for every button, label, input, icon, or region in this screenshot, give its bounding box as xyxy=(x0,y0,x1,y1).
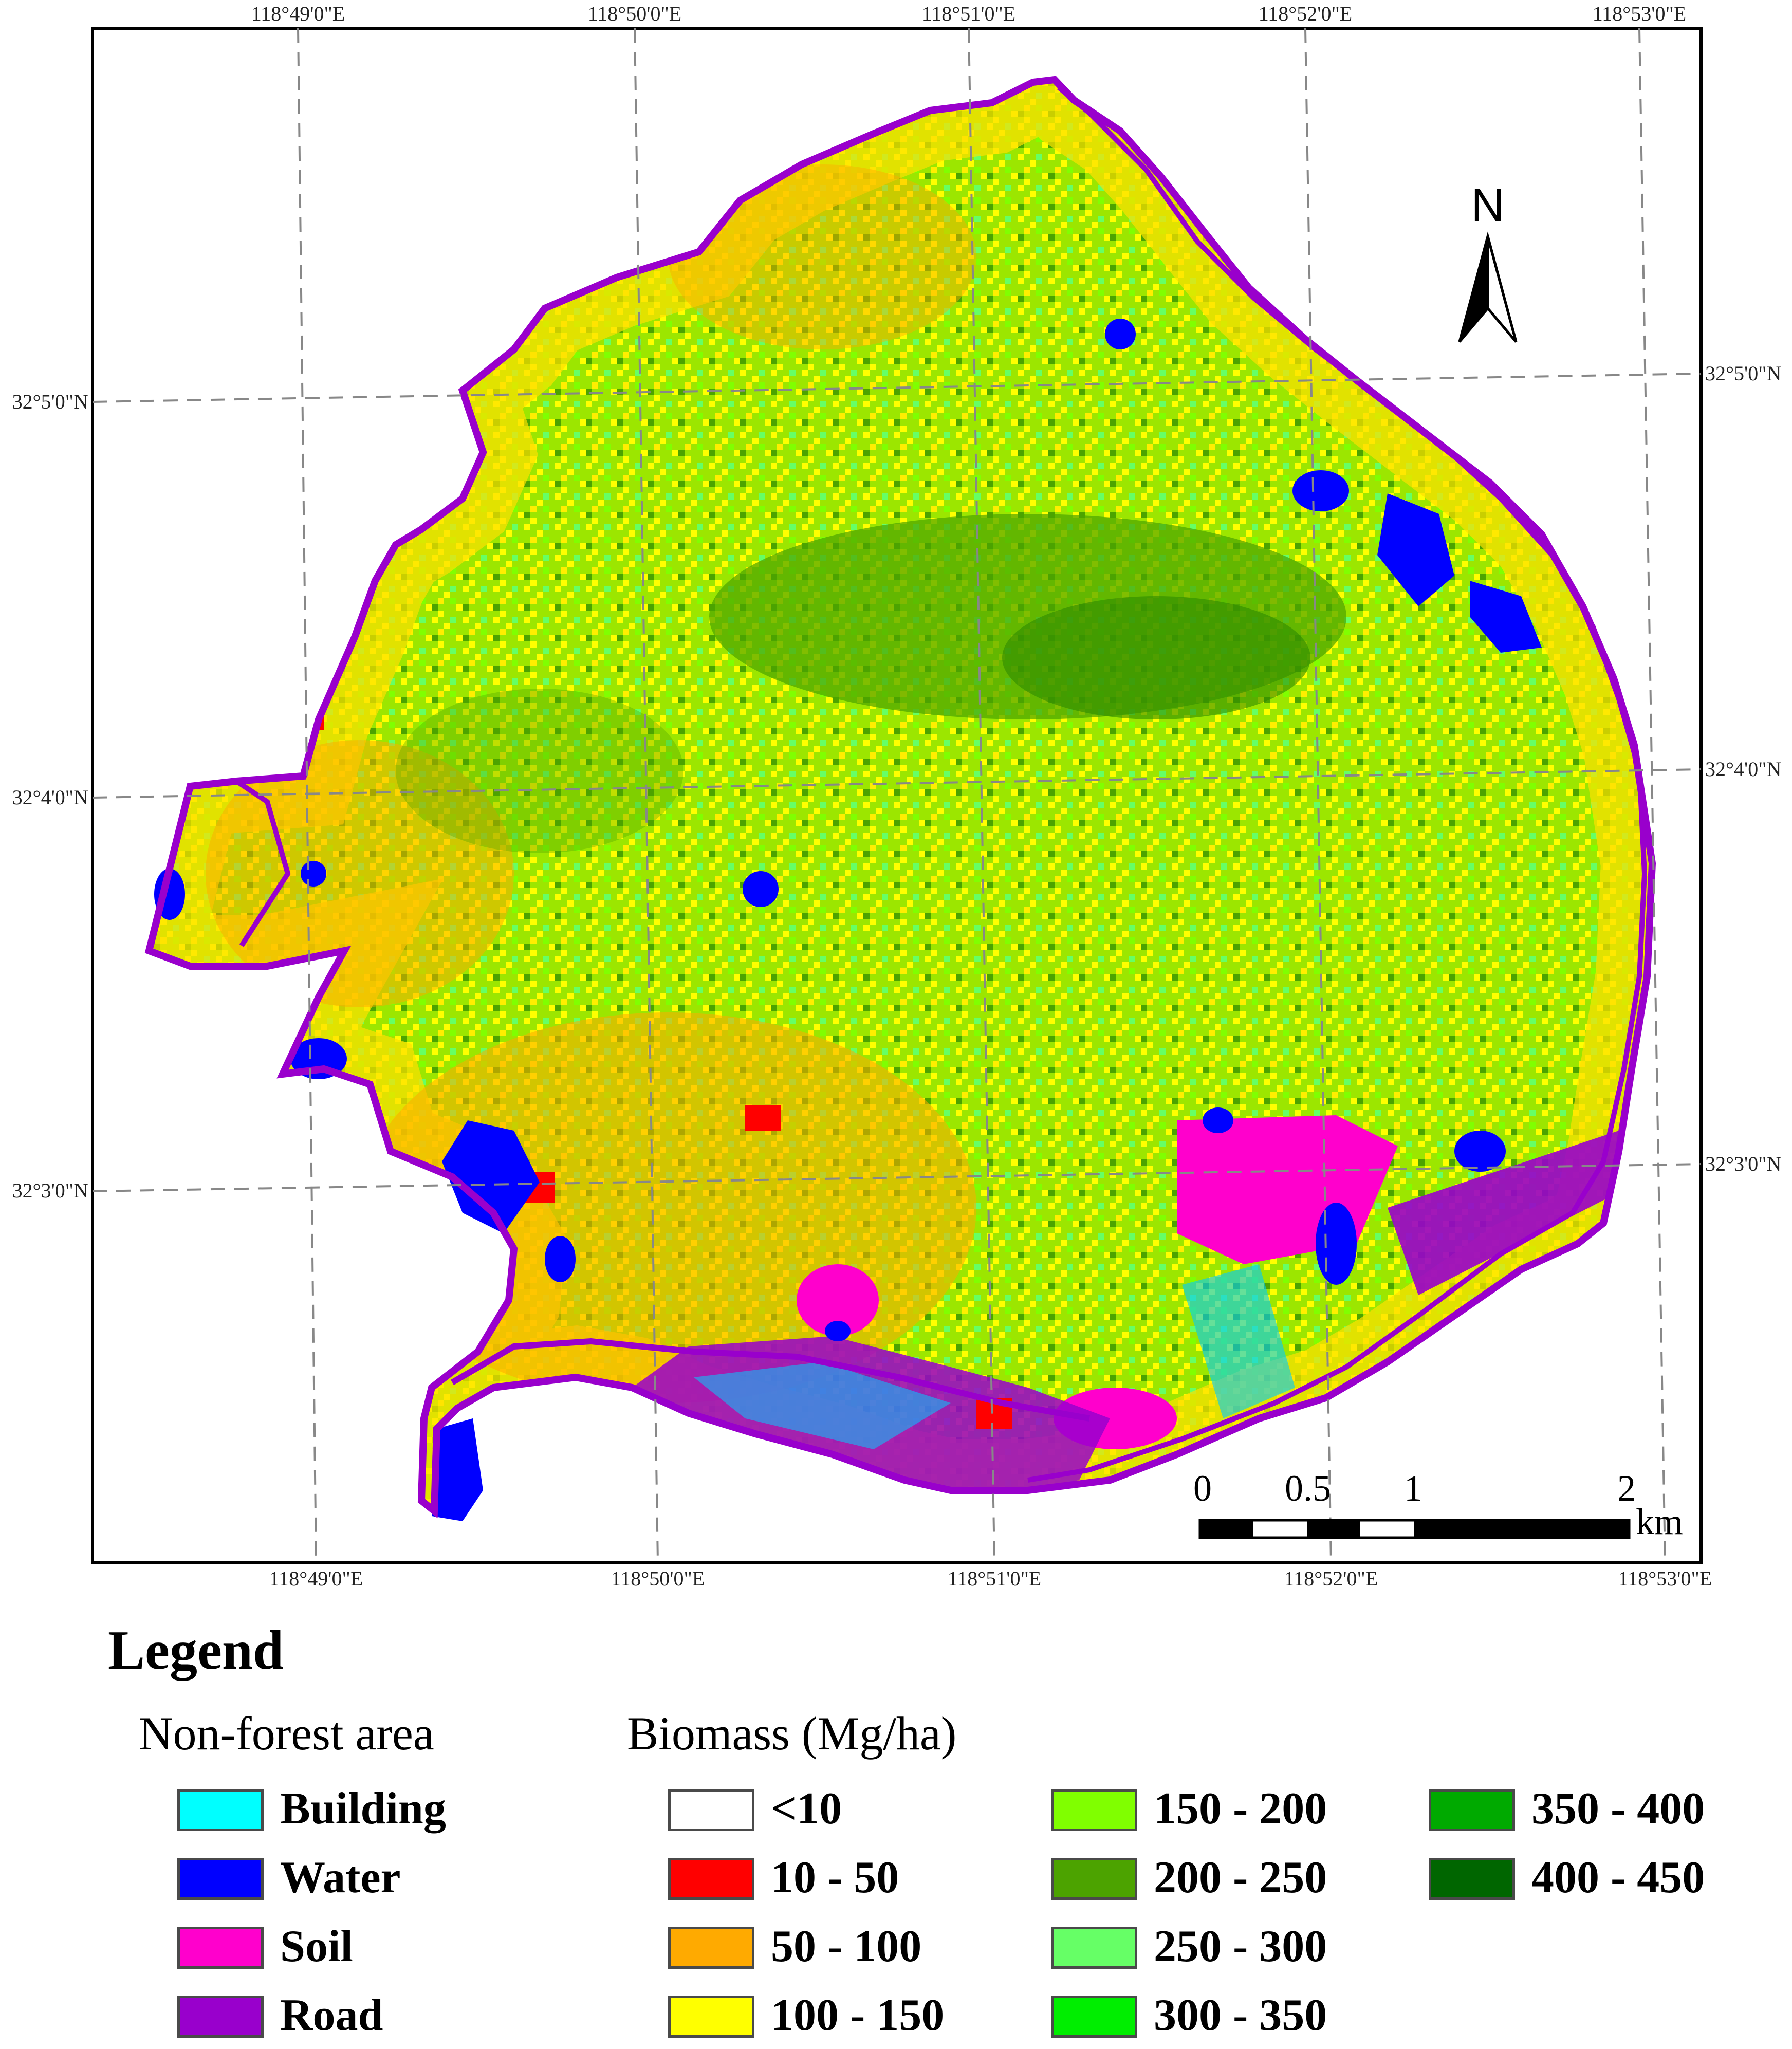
lat-label-right: 32°5'0"N xyxy=(1705,362,1781,385)
lat-label-right: 32°4'0"N xyxy=(1705,758,1781,781)
legend-label: 250 - 300 xyxy=(1154,1922,1327,1971)
legend-label: 300 - 350 xyxy=(1154,1990,1327,2040)
north-label: N xyxy=(1471,180,1505,231)
lat-label-right: 32°3'0"N xyxy=(1705,1152,1781,1175)
lon-label-top: 118°50'0"E xyxy=(588,2,681,25)
south-road xyxy=(450,1338,1091,1422)
swatch-biomass xyxy=(1051,1996,1137,2038)
lat-label-left: 32°3'0"N xyxy=(12,1179,88,1202)
scale-unit: km xyxy=(1636,1501,1683,1542)
swatch-soil xyxy=(177,1927,264,1969)
non-forest-title: Non-forest area xyxy=(139,1707,434,1760)
lon-label-bottom: 118°50'0"E xyxy=(611,1567,705,1590)
lon-labels-top: 118°49'0"E 118°50'0"E 118°51'0"E 118°52'… xyxy=(251,2,1686,25)
legend-label: Soil xyxy=(280,1922,353,1971)
scale-tick-label: 0 xyxy=(1193,1468,1212,1509)
legend-label: 150 - 200 xyxy=(1154,1784,1327,1834)
west-road xyxy=(146,778,291,952)
legend-label: <10 xyxy=(771,1784,842,1834)
scale-tick-label: 1 xyxy=(1404,1468,1422,1509)
scale-tick-label: 2 xyxy=(1617,1468,1636,1509)
swatch-biomass xyxy=(1429,1858,1515,1900)
lon-label-top: 118°53'0"E xyxy=(1593,2,1686,25)
lon-label-top: 118°52'0"E xyxy=(1259,2,1352,25)
lon-label-bottom: 118°52'0"E xyxy=(1284,1567,1378,1590)
scale-bar: 0 0.5 1 2 km xyxy=(1193,1468,1683,1542)
lat-labels-left: 32°5'0"N 32°4'0"N 32°3'0"N xyxy=(12,390,88,1202)
lon-label-top: 118°51'0"E xyxy=(922,2,1015,25)
legend-label: 200 - 250 xyxy=(1154,1853,1327,1903)
swatch-biomass xyxy=(1051,1789,1137,1831)
legend-label: Road xyxy=(280,1990,383,2040)
legend-label: 350 - 400 xyxy=(1531,1784,1705,1834)
swatch-biomass xyxy=(668,1858,754,1900)
swatch-biomass xyxy=(668,1927,754,1969)
lat-labels-right: 32°5'0"N 32°4'0"N 32°3'0"N xyxy=(1705,362,1781,1175)
biomass-map: 118°49'0"E 118°50'0"E 118°51'0"E 118°52'… xyxy=(12,2,1782,1590)
swatch-building xyxy=(177,1789,264,1831)
lat-label-left: 32°5'0"N xyxy=(12,390,88,413)
water-bodies xyxy=(154,319,1542,1521)
lat-label-left: 32°4'0"N xyxy=(12,786,88,809)
lon-label-bottom: 118°53'0"E xyxy=(1618,1567,1712,1590)
swatch-biomass xyxy=(1051,1927,1137,1969)
legend-label: 100 - 150 xyxy=(771,1990,945,2040)
north-arrow-icon: N xyxy=(1458,180,1518,343)
swatch-biomass xyxy=(668,1996,754,2038)
lon-labels-bottom: 118°49'0"E 118°50'0"E 118°51'0"E 118°52'… xyxy=(269,1567,1712,1590)
swatch-water xyxy=(177,1858,264,1900)
legend: Legend Non-forest area Biomass (Mg/ha) B… xyxy=(0,1603,1792,2045)
swatch-biomass xyxy=(1429,1789,1515,1831)
swatch-biomass xyxy=(1051,1858,1137,1900)
legend-title: Legend xyxy=(108,1620,284,1681)
graticule xyxy=(92,28,1702,1563)
legend-label: 10 - 50 xyxy=(771,1853,899,1903)
lon-label-bottom: 118°51'0"E xyxy=(948,1567,1041,1590)
legend-label: Water xyxy=(280,1853,401,1903)
swatch-biomass xyxy=(668,1789,754,1831)
legend-label: 400 - 450 xyxy=(1531,1853,1705,1903)
lon-label-top: 118°49'0"E xyxy=(251,2,345,25)
legend-label: 50 - 100 xyxy=(771,1922,922,1971)
biomass-title: Biomass (Mg/ha) xyxy=(627,1707,957,1760)
lon-label-bottom: 118°49'0"E xyxy=(269,1567,363,1590)
legend-label: Building xyxy=(280,1784,446,1834)
swatch-road xyxy=(177,1996,264,2038)
scale-tick-label: 0.5 xyxy=(1285,1468,1331,1509)
